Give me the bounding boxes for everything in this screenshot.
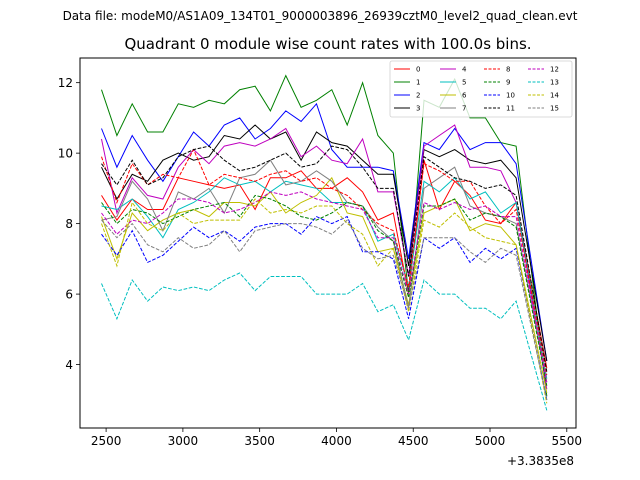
data-file-header: Data file: modeM0/AS1A09_134T01_90000038… — [63, 9, 578, 23]
chart-title: Quadrant 0 module wise count rates with … — [124, 35, 531, 53]
legend-label-12: 12 — [550, 66, 559, 74]
plot-frame — [79, 57, 577, 429]
legend-label-11: 11 — [506, 105, 515, 113]
x-tick-label: 4000 — [321, 434, 352, 448]
series-line-8 — [101, 148, 548, 376]
legend-label-1: 1 — [416, 79, 420, 87]
y-tick-label: 4 — [65, 358, 73, 372]
y-tick-label: 8 — [65, 217, 73, 231]
legend-label-8: 8 — [506, 66, 510, 74]
series-line-3 — [101, 124, 548, 362]
series-layer — [101, 74, 548, 411]
series-line-11 — [101, 145, 548, 372]
y-tick-label: 12 — [58, 76, 73, 90]
legend-label-13: 13 — [550, 79, 559, 87]
x-tick-label: 3000 — [168, 434, 199, 448]
legend-box — [389, 60, 573, 118]
series-line-6 — [101, 176, 548, 393]
x-tick-label: 2500 — [91, 434, 122, 448]
series-line-4 — [101, 124, 548, 390]
legend-label-4: 4 — [462, 66, 467, 74]
series-line-0 — [101, 160, 548, 369]
series-line-12 — [101, 191, 548, 383]
series-line-13 — [101, 272, 548, 411]
legend-label-15: 15 — [550, 105, 559, 113]
series-line-14 — [101, 198, 548, 404]
x-tick-label: 3500 — [244, 434, 275, 448]
series-line-9 — [101, 194, 548, 386]
legend-label-9: 9 — [506, 79, 510, 87]
legend-label-7: 7 — [462, 105, 466, 113]
legend-label-10: 10 — [506, 92, 515, 100]
x-offset-label: +3.3835e8 — [507, 454, 574, 468]
series-line-7 — [101, 159, 548, 383]
x-tick-label: 5000 — [475, 434, 506, 448]
legend-label-5: 5 — [462, 79, 466, 87]
series-line-2 — [101, 102, 548, 362]
x-tick-label: 4500 — [398, 434, 429, 448]
legend-label-14: 14 — [550, 92, 559, 100]
legend-label-6: 6 — [462, 92, 467, 100]
series-line-1 — [101, 74, 548, 397]
legend-label-3: 3 — [416, 105, 420, 113]
y-axis: 4 6 8 10 12 — [58, 76, 80, 372]
x-axis: 2500 3000 3500 4000 4500 5000 5500 — [91, 428, 582, 448]
series-line-5 — [101, 177, 548, 379]
series-line-15 — [101, 219, 548, 400]
y-tick-label: 10 — [58, 146, 73, 160]
series-line-10 — [101, 215, 548, 400]
y-tick-label: 6 — [65, 287, 73, 301]
legend-label-0: 0 — [416, 66, 420, 74]
legend-label-2: 2 — [416, 92, 420, 100]
x-tick-label: 5500 — [552, 434, 583, 448]
